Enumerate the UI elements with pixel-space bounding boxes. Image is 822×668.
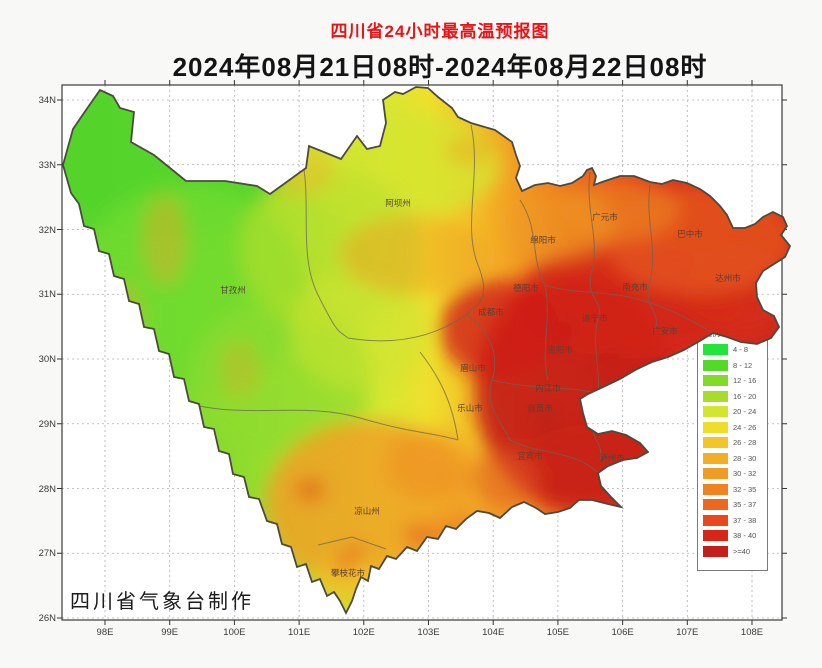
legend-range-label: >=40 [733,546,751,556]
city-label: 自贡市 [527,403,553,413]
legend-range-label: 8 - 12 [733,360,753,370]
legend-range-label: 26 - 28 [733,438,757,448]
legend-swatch [703,545,728,557]
legend-range-label: 24 - 26 [733,422,757,432]
city-label: 甘孜州 [220,285,246,295]
header: 四川省24小时最高温预报图 2024年08月21日08时-2024年08月22日… [80,0,800,84]
city-label: 广安市 [652,326,678,336]
lat-tick-label: 30N [38,354,56,365]
legend-entry: 35 - 37 [698,497,767,513]
city-label: 凉山州 [354,506,380,516]
legend-swatch [703,344,728,356]
plot-area [62,85,782,620]
plot-border [61,84,783,621]
lon-tick-label: 100E [223,627,246,638]
legend-range-label: 20 - 24 [733,407,757,417]
city-label: 乐山市 [457,403,483,413]
lon-tick-label: 102E [352,627,375,638]
legend-range-label: 28 - 30 [733,453,757,463]
map-subtitle: 2024年08月21日08时-2024年08月22日08时 [172,52,708,82]
city-label: 攀枝花市 [330,568,366,578]
legend-entry: 24 - 26 [698,420,767,436]
legend-entry: 4 - 8 [698,342,767,358]
lon-tick-label: 108E [740,627,764,638]
city-label: 巴中市 [677,229,703,239]
lon-tick-label: 106E [611,627,634,638]
legend-swatch [703,468,728,480]
legend-range-label: 37 - 38 [733,515,757,525]
city-label: 内江市 [535,383,561,393]
city-label: 遂宁市 [582,313,608,323]
attribution: 四川省气象台制作 [70,591,254,613]
lon-tick-label: 107E [676,627,699,638]
lat-tick-label: 31N [38,289,56,301]
legend-swatch [703,514,728,526]
lon-tick-label: 105E [546,627,569,638]
lon-tick-label: 104E [482,627,505,638]
temperature-legend: 图例 4 - 8 8 - 12 12 - 16 16 - 20 20 - 24 24 - … [697,323,768,571]
axis-ticks [57,80,787,625]
city-label: 德阳市 [513,283,539,293]
lon-tick-label: 98E [96,627,114,638]
temperature-blobs [63,87,790,608]
lon-tick-label: 101E [288,627,311,638]
legend-range-label: 12 - 16 [733,376,757,386]
lat-tick-label: 27N [38,548,56,560]
city-label: 绵阳市 [530,235,556,245]
legend-swatch [703,499,728,511]
city-label: 泸州市 [599,453,625,463]
lat-tick-label: 29N [38,418,56,430]
lat-tick-label: 32N [38,224,56,236]
legend-entry: 38 - 40 [698,528,767,544]
lon-tick-label: 103E [417,627,440,638]
legend-entry: 16 - 20 [698,389,767,405]
legend-entry: 32 - 35 [698,482,767,498]
legend-entry: 30 - 32 [698,466,767,482]
legend-swatch [703,390,728,402]
legend-rows: 4 - 8 8 - 12 12 - 16 16 - 20 20 - 24 24 - 26 2… [698,342,767,559]
city-label: 阿坝州 [385,198,411,208]
prefecture-borders [194,124,714,550]
legend-range-label: 35 - 37 [733,500,757,510]
city-label: 南充市 [622,282,648,292]
province-outline [62,86,792,616]
legend-swatch [703,483,728,495]
city-label: 广元市 [592,212,618,222]
legend-range-label: 30 - 32 [733,469,757,479]
city-label: 宜宾市 [517,451,543,461]
city-label: 资阳市 [547,345,573,355]
city-label: 成都市 [478,307,504,317]
legend-entry: 26 - 28 [698,435,767,451]
lat-tick-label: 26N [38,613,56,624]
legend-swatch [703,375,728,387]
temperature-field [63,87,790,613]
legend-entry: >=40 [698,544,767,560]
graticule-grid [62,85,782,620]
city-label: 达州市 [715,273,741,283]
legend-swatch [703,359,728,371]
legend-range-label: 32 - 35 [733,484,757,494]
legend-entry: 8 - 12 [698,358,767,374]
legend-entry: 28 - 30 [698,451,767,467]
lat-tick-label: 33N [38,159,56,171]
city-label: 眉山市 [460,363,486,373]
lat-tick-label: 28N [38,483,56,495]
legend-range-label: 4 - 8 [733,345,749,355]
legend-entry: 37 - 38 [698,513,767,529]
legend-swatch [703,530,728,542]
legend-swatch [703,437,728,449]
legend-swatch [703,406,728,418]
legend-entry: 12 - 16 [698,373,767,389]
map-title: 四川省24小时最高温预报图 [330,22,550,41]
legend-range-label: 38 - 40 [733,531,757,541]
lon-tick-label: 99E [161,627,179,638]
legend-range-label: 16 - 20 [733,391,757,401]
legend-swatch [703,452,728,464]
legend-entry: 20 - 24 [698,404,767,420]
legend-swatch [703,421,728,433]
legend-title: 图例 [704,329,720,338]
lat-tick-label: 34N [38,95,56,106]
